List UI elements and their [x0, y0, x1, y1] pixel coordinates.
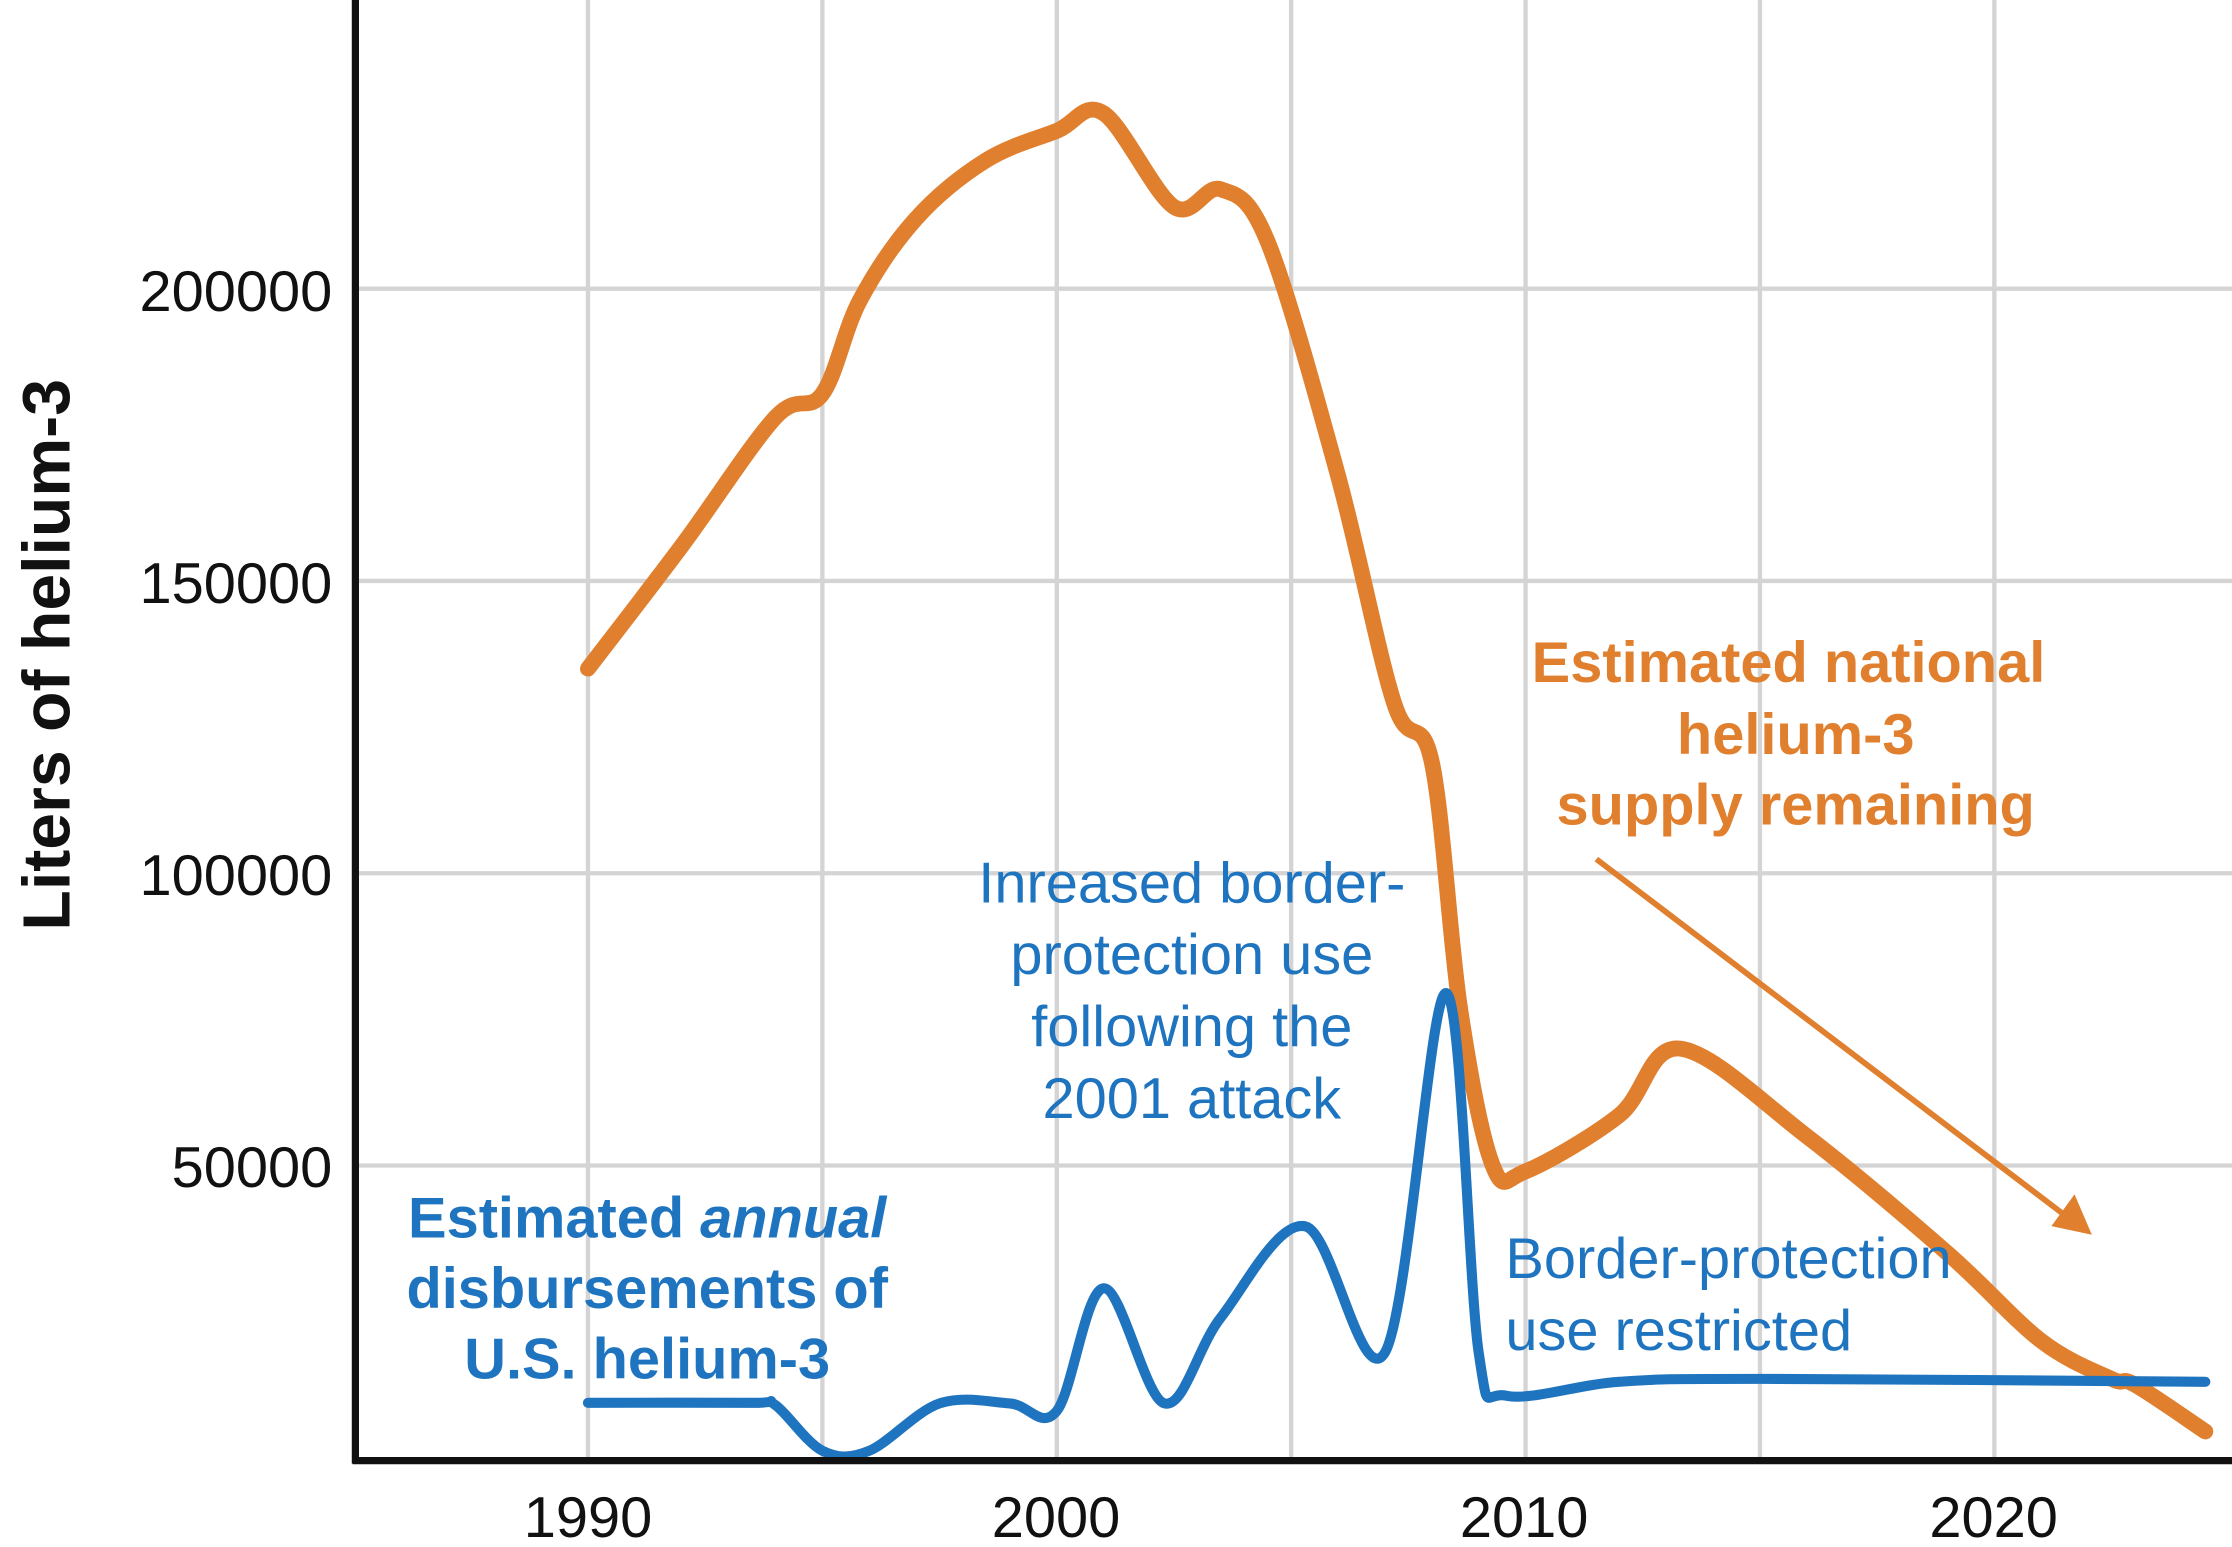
- annotation-restricted: Border-protection use restricted: [1505, 1227, 1951, 1363]
- y-tick-200000: 200000: [139, 260, 332, 324]
- x-tick-2020: 2020: [1929, 1486, 2058, 1547]
- svg-text:Estimated annual: Estimated annual: [408, 1187, 887, 1251]
- x-tick-2010: 2010: [1460, 1486, 1589, 1547]
- annotation-increase: Inreased border- protection use followin…: [978, 851, 1405, 1131]
- y-axis-label: Liters of helium-3: [10, 379, 84, 931]
- svg-text:use restricted: use restricted: [1505, 1299, 1852, 1363]
- grid: [355, 0, 2232, 1461]
- arrow-annotation: [1594, 856, 2092, 1235]
- svg-text:2001 attack: 2001 attack: [1043, 1067, 1342, 1131]
- svg-text:Border-protection: Border-protection: [1505, 1227, 1951, 1291]
- series-line-disbursements: [582, 988, 2211, 1462]
- svg-text:following the: following the: [1031, 995, 1352, 1059]
- svg-text:protection use: protection use: [1010, 923, 1373, 987]
- svg-text:supply remaining: supply remaining: [1557, 774, 2035, 838]
- svg-text:Estimated national: Estimated national: [1532, 631, 2046, 695]
- arrow-head-icon: [2051, 1194, 2092, 1235]
- x-tick-2000: 2000: [992, 1486, 1121, 1547]
- annotation-supply: Estimated national helium-3 supply remai…: [1532, 631, 2046, 837]
- series-line-supply: [580, 101, 2214, 1440]
- tick-labels: 1990 2000 2010 2020 50000 100000 150000 …: [139, 260, 2057, 1547]
- annotation-disbursements: Estimated annual disbursements of U.S. h…: [406, 1187, 888, 1392]
- y-tick-100000: 100000: [139, 844, 332, 908]
- y-tick-50000: 50000: [172, 1136, 333, 1200]
- svg-text:helium-3: helium-3: [1677, 703, 1915, 767]
- series-lines: [580, 101, 2214, 1462]
- x-tick-1990: 1990: [524, 1486, 653, 1547]
- svg-text:disbursements of: disbursements of: [406, 1257, 888, 1321]
- svg-text:U.S. helium-3: U.S. helium-3: [464, 1328, 830, 1392]
- y-tick-150000: 150000: [139, 552, 332, 616]
- svg-text:Inreased border-: Inreased border-: [978, 851, 1405, 915]
